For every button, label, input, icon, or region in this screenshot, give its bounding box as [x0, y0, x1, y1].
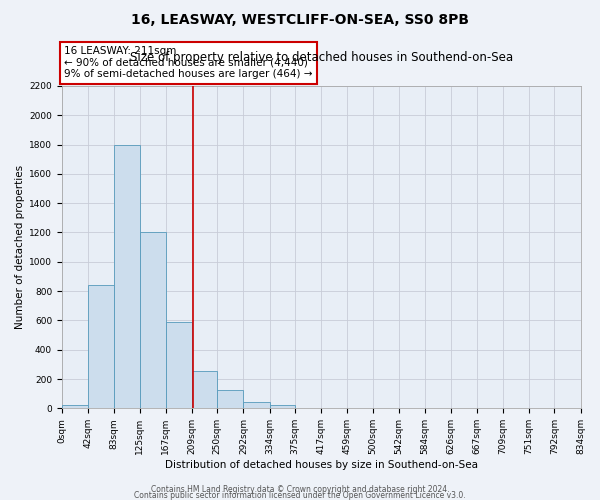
Bar	[217, 390, 244, 408]
Bar	[192, 371, 217, 408]
Bar	[113, 144, 140, 408]
Title: Size of property relative to detached houses in Southend-on-Sea: Size of property relative to detached ho…	[130, 51, 513, 64]
Bar	[88, 285, 113, 408]
Bar	[140, 232, 166, 408]
Bar	[62, 404, 88, 408]
Text: Contains HM Land Registry data © Crown copyright and database right 2024.: Contains HM Land Registry data © Crown c…	[151, 484, 449, 494]
Text: 16 LEASWAY: 211sqm
← 90% of detached houses are smaller (4,440)
9% of semi-detac: 16 LEASWAY: 211sqm ← 90% of detached hou…	[64, 46, 313, 80]
Text: Contains public sector information licensed under the Open Government Licence v3: Contains public sector information licen…	[134, 490, 466, 500]
Bar	[244, 402, 269, 408]
Text: 16, LEASWAY, WESTCLIFF-ON-SEA, SS0 8PB: 16, LEASWAY, WESTCLIFF-ON-SEA, SS0 8PB	[131, 12, 469, 26]
Bar	[269, 404, 295, 408]
X-axis label: Distribution of detached houses by size in Southend-on-Sea: Distribution of detached houses by size …	[164, 460, 478, 470]
Bar	[166, 322, 192, 408]
Y-axis label: Number of detached properties: Number of detached properties	[15, 165, 25, 329]
